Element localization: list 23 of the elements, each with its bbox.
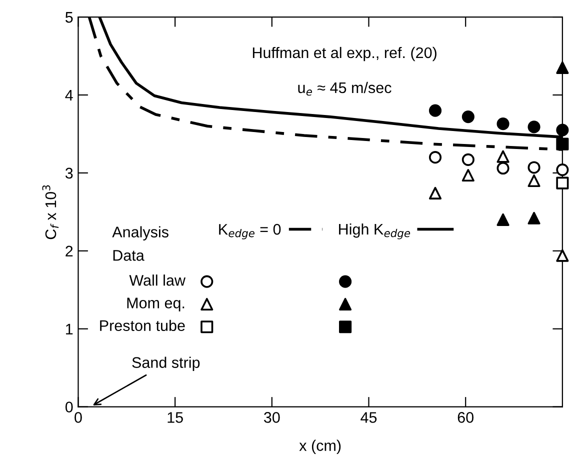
x-axis-title: x (cm) xyxy=(299,440,341,454)
y-tick-label: 1 xyxy=(66,324,73,334)
annotation: Sand strip xyxy=(132,356,200,371)
y-tick-label: 3 xyxy=(65,168,73,179)
x-tick-label: 15 xyxy=(168,412,183,423)
y-tick-label: 0 xyxy=(65,402,73,412)
x-tick-label: 30 xyxy=(264,412,280,423)
y-tick-label: 2 xyxy=(66,246,73,256)
y-tick-label: 4 xyxy=(65,90,73,101)
annotation: Analysis xyxy=(112,226,168,240)
legend-label: Wall law xyxy=(129,274,186,286)
y-axis-title: C$_{f}$ x 10$^{3}$ xyxy=(42,185,59,240)
legend-label: Mom eq. xyxy=(127,298,184,312)
x-tick-label: 45 xyxy=(360,412,377,423)
annotation: u$_{e}$ ≈ 45 m/sec xyxy=(298,82,392,96)
legend-label: High K$_{edge}$ xyxy=(339,223,410,240)
x-tick-label: 0 xyxy=(74,412,82,423)
y-tick-label: 5 xyxy=(65,12,73,23)
legend-label: K$_{edge}$ = 0 xyxy=(219,224,281,240)
legend-label: Preston tube xyxy=(100,320,185,332)
x-tick-label: 60 xyxy=(458,412,474,423)
annotation: Huffman et al exp., ref. (20) xyxy=(252,46,436,62)
annotation: Data xyxy=(113,250,144,261)
